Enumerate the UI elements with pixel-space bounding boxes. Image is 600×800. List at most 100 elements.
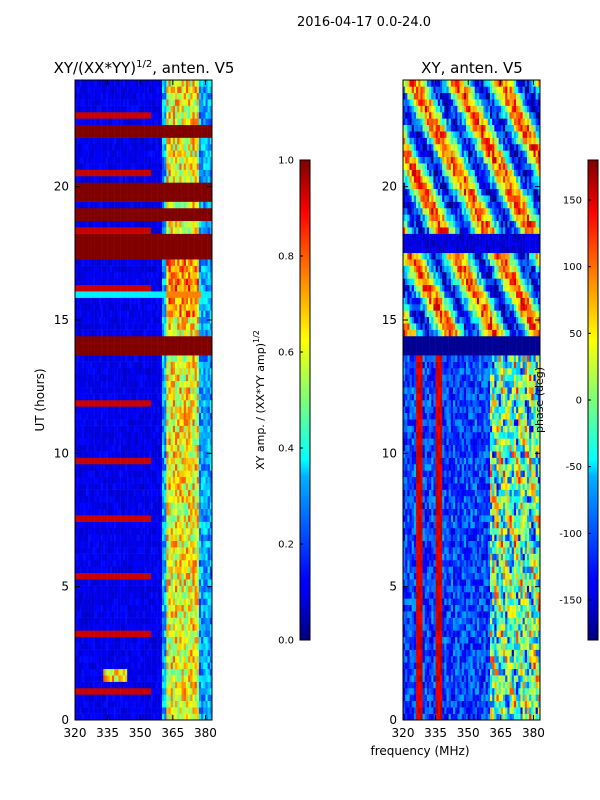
heatmap-cell (153, 438, 156, 446)
heatmap-cell (207, 643, 211, 650)
heatmap-cell (85, 502, 89, 510)
heatmap-cell (207, 694, 211, 702)
heatmap-cell (185, 304, 189, 311)
heatmap-cell (190, 694, 193, 702)
heatmap-cell (79, 444, 82, 452)
heatmap-cell (79, 368, 82, 375)
heatmap-cell (85, 259, 89, 266)
heatmap-cell (190, 291, 193, 298)
heatmap-cell (205, 329, 208, 337)
heatmap-cell (144, 528, 148, 535)
heatmap-cell (201, 464, 204, 471)
heatmap-cell (94, 598, 97, 606)
heatmap-cell (116, 329, 119, 337)
heatmap-cell (205, 438, 208, 446)
heatmap-cell (168, 259, 171, 266)
heatmap-cell (127, 380, 130, 388)
heatmap-cell (209, 444, 212, 452)
heatmap-cell (103, 585, 106, 593)
heatmap-cell (129, 502, 132, 510)
heatmap-cell (118, 624, 121, 631)
heatmap-cell (177, 553, 180, 561)
heatmap-cell (188, 528, 191, 535)
heatmap-cell (105, 297, 108, 305)
heatmap-cell (140, 406, 143, 414)
heatmap-cell (81, 643, 84, 650)
heatmap-cell (192, 387, 195, 394)
heatmap-cell (88, 681, 91, 689)
heatmap-cell (101, 387, 104, 394)
heatmap-cell (103, 681, 106, 689)
heatmap-cell (125, 656, 128, 663)
heatmap-cell (96, 323, 100, 330)
heatmap-cell (105, 316, 108, 324)
heatmap-cell (207, 265, 211, 273)
heatmap-cell (170, 547, 174, 554)
heatmap-cell (153, 419, 156, 426)
heatmap-cell (101, 342, 104, 350)
heatmap-cell (146, 540, 150, 548)
heatmap-cell (151, 297, 154, 305)
heatmap-cell (114, 560, 117, 567)
heatmap-cell (142, 432, 145, 439)
heatmap-cell (146, 707, 150, 714)
heatmap-cell (205, 630, 208, 638)
heatmap-cell (129, 432, 132, 439)
heatmap-cell (175, 355, 178, 362)
heatmap-cell (125, 624, 128, 631)
heatmap-cell (153, 220, 156, 228)
heatmap-cell (118, 515, 121, 522)
heatmap-cell (144, 688, 148, 695)
heatmap-cell (146, 636, 150, 644)
heatmap-cell (192, 252, 195, 260)
heatmap-cell (135, 579, 139, 586)
heatmap-cell (209, 355, 212, 362)
heatmap-cell (188, 713, 191, 720)
heatmap-cell (151, 483, 154, 490)
heatmap-cell (179, 496, 182, 503)
heatmap-cell (155, 406, 158, 414)
heatmap-cell (183, 560, 187, 567)
heatmap-cell (77, 272, 80, 279)
heatmap-cell (168, 604, 171, 612)
heatmap-cell (177, 310, 180, 318)
heatmap-cell (209, 380, 212, 388)
heatmap-cell (131, 348, 134, 356)
heatmap-cell (92, 393, 95, 401)
heatmap-cell (131, 476, 134, 484)
heatmap-cell (190, 496, 193, 503)
heatmap-cell (183, 579, 187, 586)
heatmap-cell (122, 572, 126, 580)
heatmap-cell (109, 400, 113, 407)
heatmap-cell (90, 368, 93, 375)
heatmap-cell (125, 419, 128, 426)
heatmap-cell (140, 694, 143, 702)
heatmap-cell (107, 547, 111, 554)
heatmap-cell (148, 585, 152, 593)
heatmap-cell (146, 688, 150, 695)
heatmap-cell (177, 662, 180, 670)
heatmap-cell (201, 675, 204, 682)
heatmap-cell (85, 572, 89, 580)
heatmap-cell (90, 316, 93, 324)
heatmap-cell (131, 355, 134, 362)
heatmap-cell (175, 560, 178, 567)
heatmap-cell (159, 380, 163, 388)
heatmap-cell (118, 604, 121, 612)
heatmap-cell (140, 476, 143, 484)
heatmap-cell (155, 604, 158, 612)
heatmap-cell (114, 470, 117, 478)
heatmap-cell (196, 240, 200, 247)
heatmap-cell (185, 566, 189, 574)
heatmap-cell (188, 624, 191, 631)
heatmap-cell (120, 368, 124, 375)
heatmap-cell (90, 540, 93, 548)
heatmap-cell (129, 259, 132, 266)
heatmap-cell (190, 713, 193, 720)
heatmap-cell (157, 630, 161, 638)
heatmap-cell (201, 579, 204, 586)
heatmap-cell (94, 348, 97, 356)
heatmap-cell (94, 649, 97, 657)
heatmap-cell (129, 310, 132, 318)
heatmap-cell (125, 617, 128, 625)
